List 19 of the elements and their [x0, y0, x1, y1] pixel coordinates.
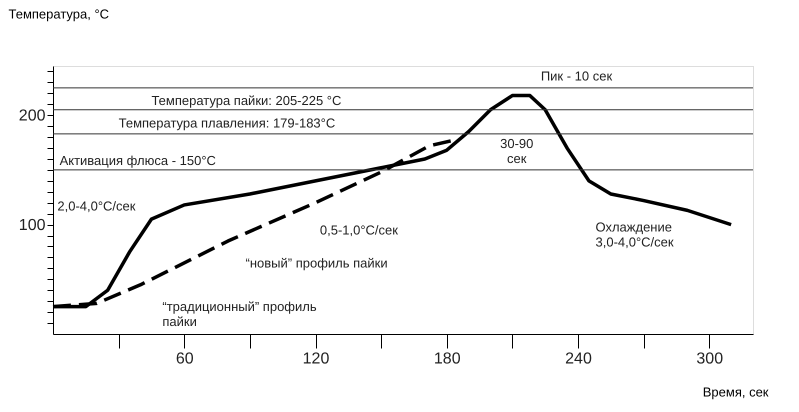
ref-line-label: Активация флюса - 150°C [60, 152, 216, 168]
annotation: Охлаждение 3,0-4,0°C/сек [596, 219, 674, 250]
annotation: 2,0-4,0°C/сек [57, 198, 136, 214]
annotation: Температура плавления: 179-183°C [118, 115, 336, 130]
annotation: “новый” профиль пайки [246, 255, 388, 270]
y-axis-title: Температура, °C [8, 6, 110, 22]
annotation: Пик - 10 сек [540, 68, 612, 84]
x-tick-label: 60 [176, 350, 194, 368]
x-tick-label: 180 [434, 350, 461, 368]
annotation: “традиционный” профиль пайки [162, 299, 317, 330]
y-tick-label: 100 [18, 217, 46, 234]
ref-line-label: Температура пайки: 205-225 °C [151, 92, 342, 108]
x-axis-title: Время, сек [702, 384, 769, 400]
x-tick-label: 240 [565, 350, 592, 368]
annotation: 30-90 сек [500, 136, 534, 166]
annotation: 0,5-1,0°C/сек [320, 222, 398, 238]
y-tick-label: 200 [18, 108, 46, 125]
x-tick-label: 120 [302, 350, 330, 368]
x-tick-label: 300 [696, 350, 724, 368]
